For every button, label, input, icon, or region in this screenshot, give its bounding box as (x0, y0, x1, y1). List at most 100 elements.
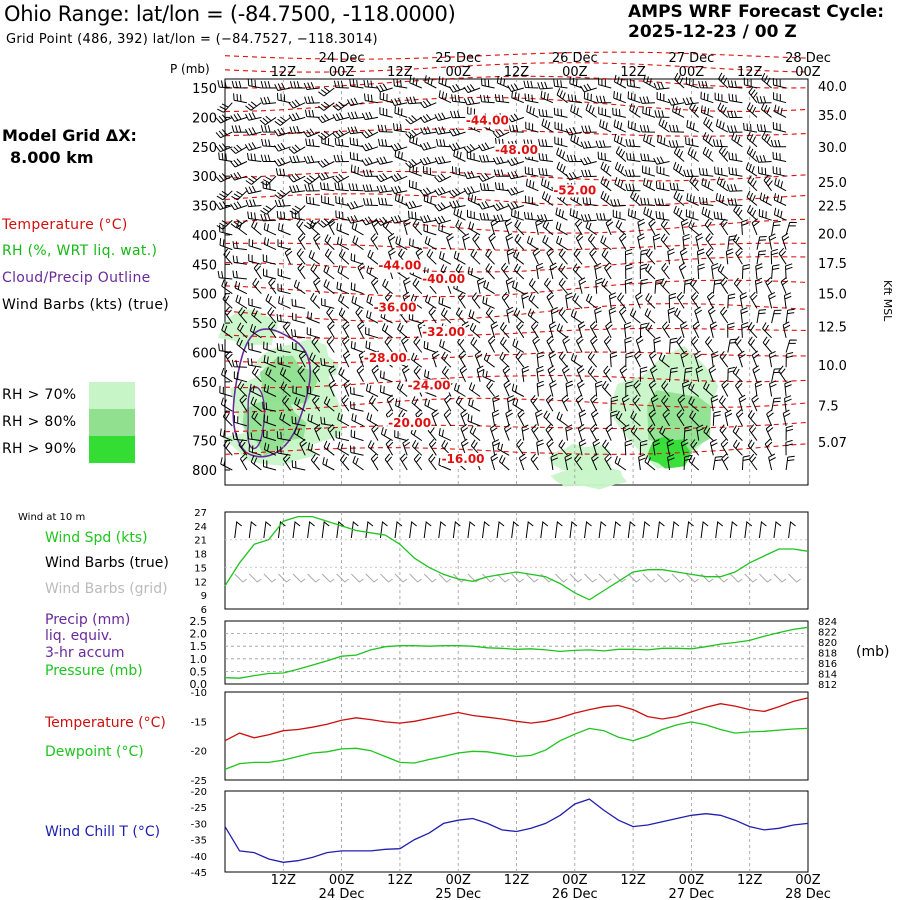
wind-barb (276, 431, 291, 442)
wind-barb (549, 262, 558, 280)
wind-barb (721, 453, 729, 471)
wind-barb (609, 351, 618, 368)
wind-barb (381, 323, 393, 339)
wind-barb (644, 455, 656, 471)
wind-barb (610, 395, 619, 412)
wind-barb (603, 335, 612, 353)
wind-barb (467, 266, 481, 280)
wind-barb (230, 171, 248, 181)
wind-barb (267, 307, 277, 324)
wind-barb (492, 439, 500, 456)
wind-barb (336, 573, 350, 583)
wind-barb (595, 95, 612, 104)
wind-barb (512, 280, 525, 295)
wind-barb (250, 396, 262, 412)
wind-barb (666, 438, 675, 456)
wind-barb (232, 255, 247, 265)
wind-barb (749, 291, 758, 309)
wind-barb (740, 307, 748, 324)
wind-barb (572, 293, 583, 309)
wind-barb (538, 153, 553, 162)
top-hour-label: 12Z (620, 65, 646, 80)
wind-barb (273, 157, 291, 167)
wind-barb (361, 142, 379, 152)
wind-barb (782, 409, 791, 427)
wind-barb (239, 394, 248, 412)
wind-barb (334, 138, 349, 148)
wind-barb (773, 521, 782, 539)
wind-barb (443, 409, 452, 427)
wind-barb (751, 394, 759, 412)
wind-barb (262, 401, 277, 412)
wind-barb (521, 365, 530, 382)
wind-barb (548, 321, 557, 338)
wind-barb (346, 200, 364, 210)
wind-tick-label: 15 (194, 563, 207, 574)
wind-barb (727, 235, 737, 250)
wind-barb (485, 248, 495, 265)
wind-barb (296, 248, 306, 265)
wind-barb (390, 172, 408, 182)
wind-barb (518, 453, 527, 471)
pressure-tick-label: 550 (192, 317, 217, 332)
wind-barb (778, 365, 787, 383)
wind-barb (424, 75, 437, 89)
wind-barb (318, 87, 335, 97)
wind-barb (463, 170, 481, 180)
wind-barb (773, 92, 787, 104)
wind-barb (260, 96, 277, 105)
wind-barb (658, 352, 670, 368)
wind-barb (274, 190, 291, 200)
wind-barb (405, 129, 423, 139)
height-tick-label: 22.5 (818, 200, 847, 215)
height-tick-label: 30.0 (818, 141, 847, 156)
wind-barb (625, 351, 633, 368)
wind-barb (715, 192, 729, 206)
wind-barb (720, 438, 729, 456)
wind-barb (394, 521, 403, 539)
wind-barb (361, 157, 379, 166)
wind-barb (679, 247, 688, 265)
wind-barb (558, 439, 568, 456)
wind-barb (622, 424, 631, 441)
wind-barb (689, 101, 700, 118)
bottom-hour-label: 12Z (387, 873, 413, 888)
wind-barb (697, 263, 705, 280)
wind-barb (645, 248, 656, 265)
wind-barb (434, 215, 452, 225)
precip-tick-label: 2.5 (190, 615, 208, 628)
wind-barb (532, 335, 540, 353)
wind-barb (476, 277, 485, 294)
wind-barb (728, 152, 743, 162)
wind-barb (308, 250, 320, 265)
wind-barb (455, 307, 466, 324)
wind-barb (276, 210, 291, 221)
wind-barb (323, 396, 335, 412)
wind-barb (540, 521, 549, 539)
wind-barb (524, 93, 539, 104)
wind-barb (489, 423, 498, 441)
wind-barb (337, 265, 350, 280)
wind-barb (667, 453, 675, 471)
wind-barb (725, 248, 734, 265)
wind-barb (642, 165, 656, 177)
wind-barb (719, 306, 729, 324)
wind-barb (589, 247, 598, 265)
wind-barb (479, 154, 495, 163)
wind-barb (756, 124, 772, 133)
wind-barb (424, 236, 437, 251)
wind-barb (260, 80, 277, 89)
wind-barb (482, 296, 495, 309)
wind-barb (424, 294, 437, 309)
wind-barb (674, 307, 685, 324)
wind-barb (365, 383, 379, 397)
wind-barb (741, 264, 750, 280)
wind-barb (644, 308, 656, 324)
wind-barb (556, 161, 568, 177)
wind-barb (567, 94, 583, 104)
pressure-tick-label: 820 (818, 638, 837, 649)
wind-barb (419, 187, 437, 197)
wind-barb (661, 262, 670, 280)
wind-barb (215, 173, 233, 183)
wind-barb (423, 193, 437, 206)
